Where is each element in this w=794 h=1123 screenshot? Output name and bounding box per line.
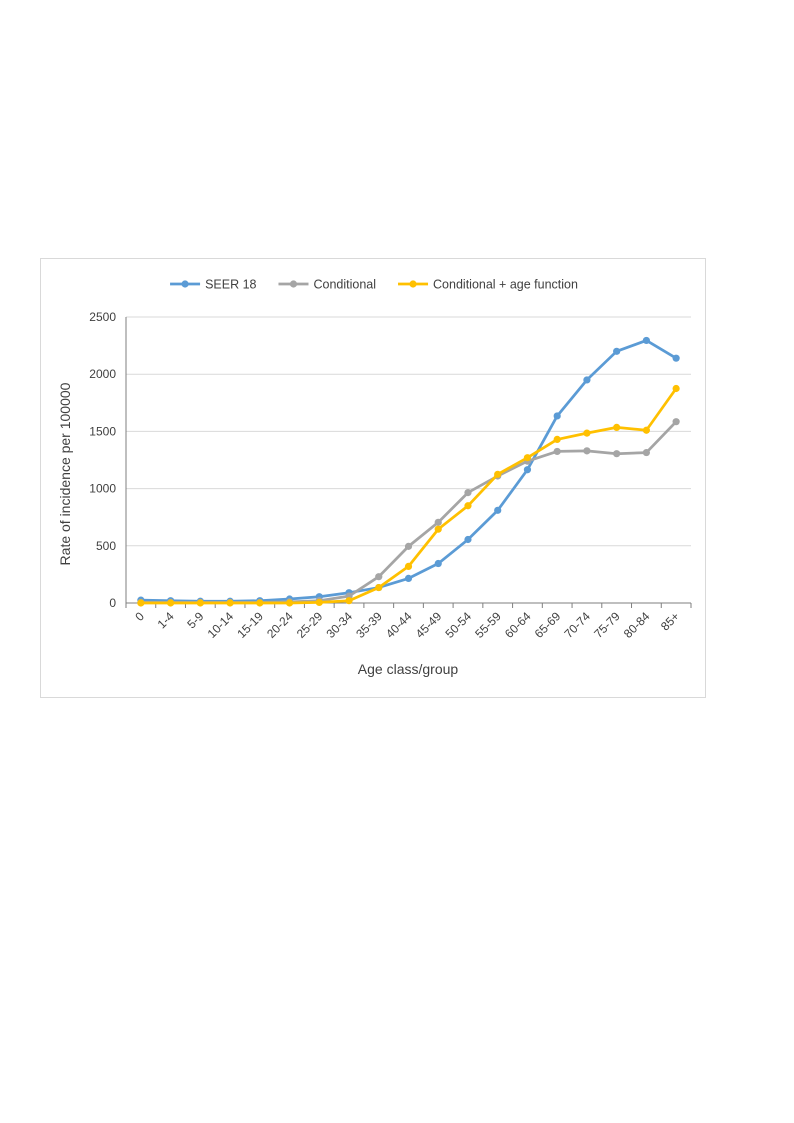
- chart-labels: 0 500 1000 1500 2000 2500 0 1-4 5-910-1415-1920-…: [89, 310, 682, 641]
- data-point: [672, 354, 680, 362]
- x-tick-label: 15-19: [234, 609, 266, 641]
- data-point: [345, 597, 353, 605]
- legend-item: Conditional + age function: [398, 278, 578, 292]
- x-tick-label: 0: [132, 609, 147, 624]
- data-point: [404, 542, 413, 550]
- legend-swatch-marker: [181, 280, 189, 288]
- legend-label: Conditional: [313, 278, 376, 292]
- series-line: [139, 387, 678, 605]
- data-point: [642, 336, 650, 345]
- data-point: [672, 418, 680, 426]
- x-tick-label: 25-29: [294, 609, 326, 641]
- data-point: [404, 574, 413, 583]
- data-point: [315, 598, 323, 607]
- data-point: [672, 384, 680, 393]
- x-tick-label: 80-84: [621, 609, 653, 641]
- data-point: [285, 599, 294, 607]
- data-point: [434, 559, 442, 568]
- x-tick-label: 10-14: [205, 609, 237, 641]
- data-point: [137, 599, 145, 607]
- series-line: [139, 339, 678, 603]
- data-point: [494, 470, 502, 478]
- x-tick-label: 65-69: [532, 609, 564, 641]
- data-point: [553, 435, 561, 444]
- series-group: [137, 384, 680, 607]
- data-point: [256, 599, 264, 607]
- data-point: [464, 502, 472, 510]
- data-point: [523, 466, 532, 474]
- chart-frame: SEER 18 Conditional Conditional + age func…: [40, 258, 706, 698]
- data-point: [375, 583, 383, 592]
- data-point: [196, 599, 204, 607]
- x-tick-label: 50-54: [442, 609, 474, 641]
- data-point: [583, 447, 591, 455]
- data-point: [613, 450, 621, 458]
- y-axis-title: Rate of incidence per 100000: [57, 382, 73, 565]
- legend-label: Conditional + age function: [433, 278, 578, 292]
- x-tick-label: 70-74: [561, 609, 593, 641]
- data-point: [434, 518, 442, 526]
- x-tick-label: 30-34: [324, 609, 356, 641]
- x-tick-label: 20-24: [264, 609, 296, 641]
- data-point: [642, 448, 650, 457]
- data-point: [583, 376, 591, 384]
- x-tick-label: 35-39: [353, 609, 385, 641]
- y-tick-label: 2000: [89, 367, 116, 381]
- line-chart: SEER 18 Conditional Conditional + age func…: [57, 278, 692, 677]
- data-point: [642, 426, 650, 434]
- x-tick-label: 5-9: [184, 609, 206, 631]
- y-tick-label: 2500: [89, 310, 116, 324]
- legend-swatch-marker: [289, 280, 298, 288]
- legend-swatch-marker: [409, 280, 417, 288]
- y-tick-label: 1500: [89, 424, 116, 438]
- data-point: [434, 525, 442, 533]
- x-axis-title: Age class/group: [358, 661, 459, 677]
- data-point: [553, 412, 561, 420]
- x-tick-label: 60-64: [502, 609, 534, 641]
- data-point: [553, 447, 561, 456]
- x-tick-label: 75-79: [591, 609, 623, 641]
- legend-item: Conditional: [278, 278, 376, 292]
- chart-legend: SEER 18 Conditional Conditional + age func…: [170, 278, 578, 292]
- legend-item: SEER 18: [170, 278, 257, 292]
- data-point: [583, 429, 591, 437]
- data-point: [167, 599, 175, 607]
- data-point: [464, 489, 472, 497]
- y-tick-label: 1000: [89, 482, 116, 496]
- data-point: [494, 506, 502, 514]
- x-tick-label: 55-59: [472, 609, 504, 641]
- data-point: [613, 347, 621, 355]
- data-point: [404, 562, 413, 570]
- y-tick-label: 500: [96, 539, 116, 553]
- chart-series: [137, 336, 680, 607]
- chart-gridlines: [126, 316, 691, 547]
- legend-label: SEER 18: [205, 278, 256, 292]
- data-point: [375, 573, 383, 581]
- x-tick-label: 40-44: [383, 609, 415, 641]
- data-point: [464, 535, 472, 544]
- x-tick-label: 85+: [658, 609, 682, 633]
- data-point: [613, 423, 621, 431]
- x-tick-label: 45-49: [413, 609, 445, 641]
- x-tick-label: 1-4: [155, 609, 177, 631]
- data-point: [523, 454, 532, 462]
- data-point: [226, 599, 234, 607]
- y-tick-label: 0: [109, 596, 116, 610]
